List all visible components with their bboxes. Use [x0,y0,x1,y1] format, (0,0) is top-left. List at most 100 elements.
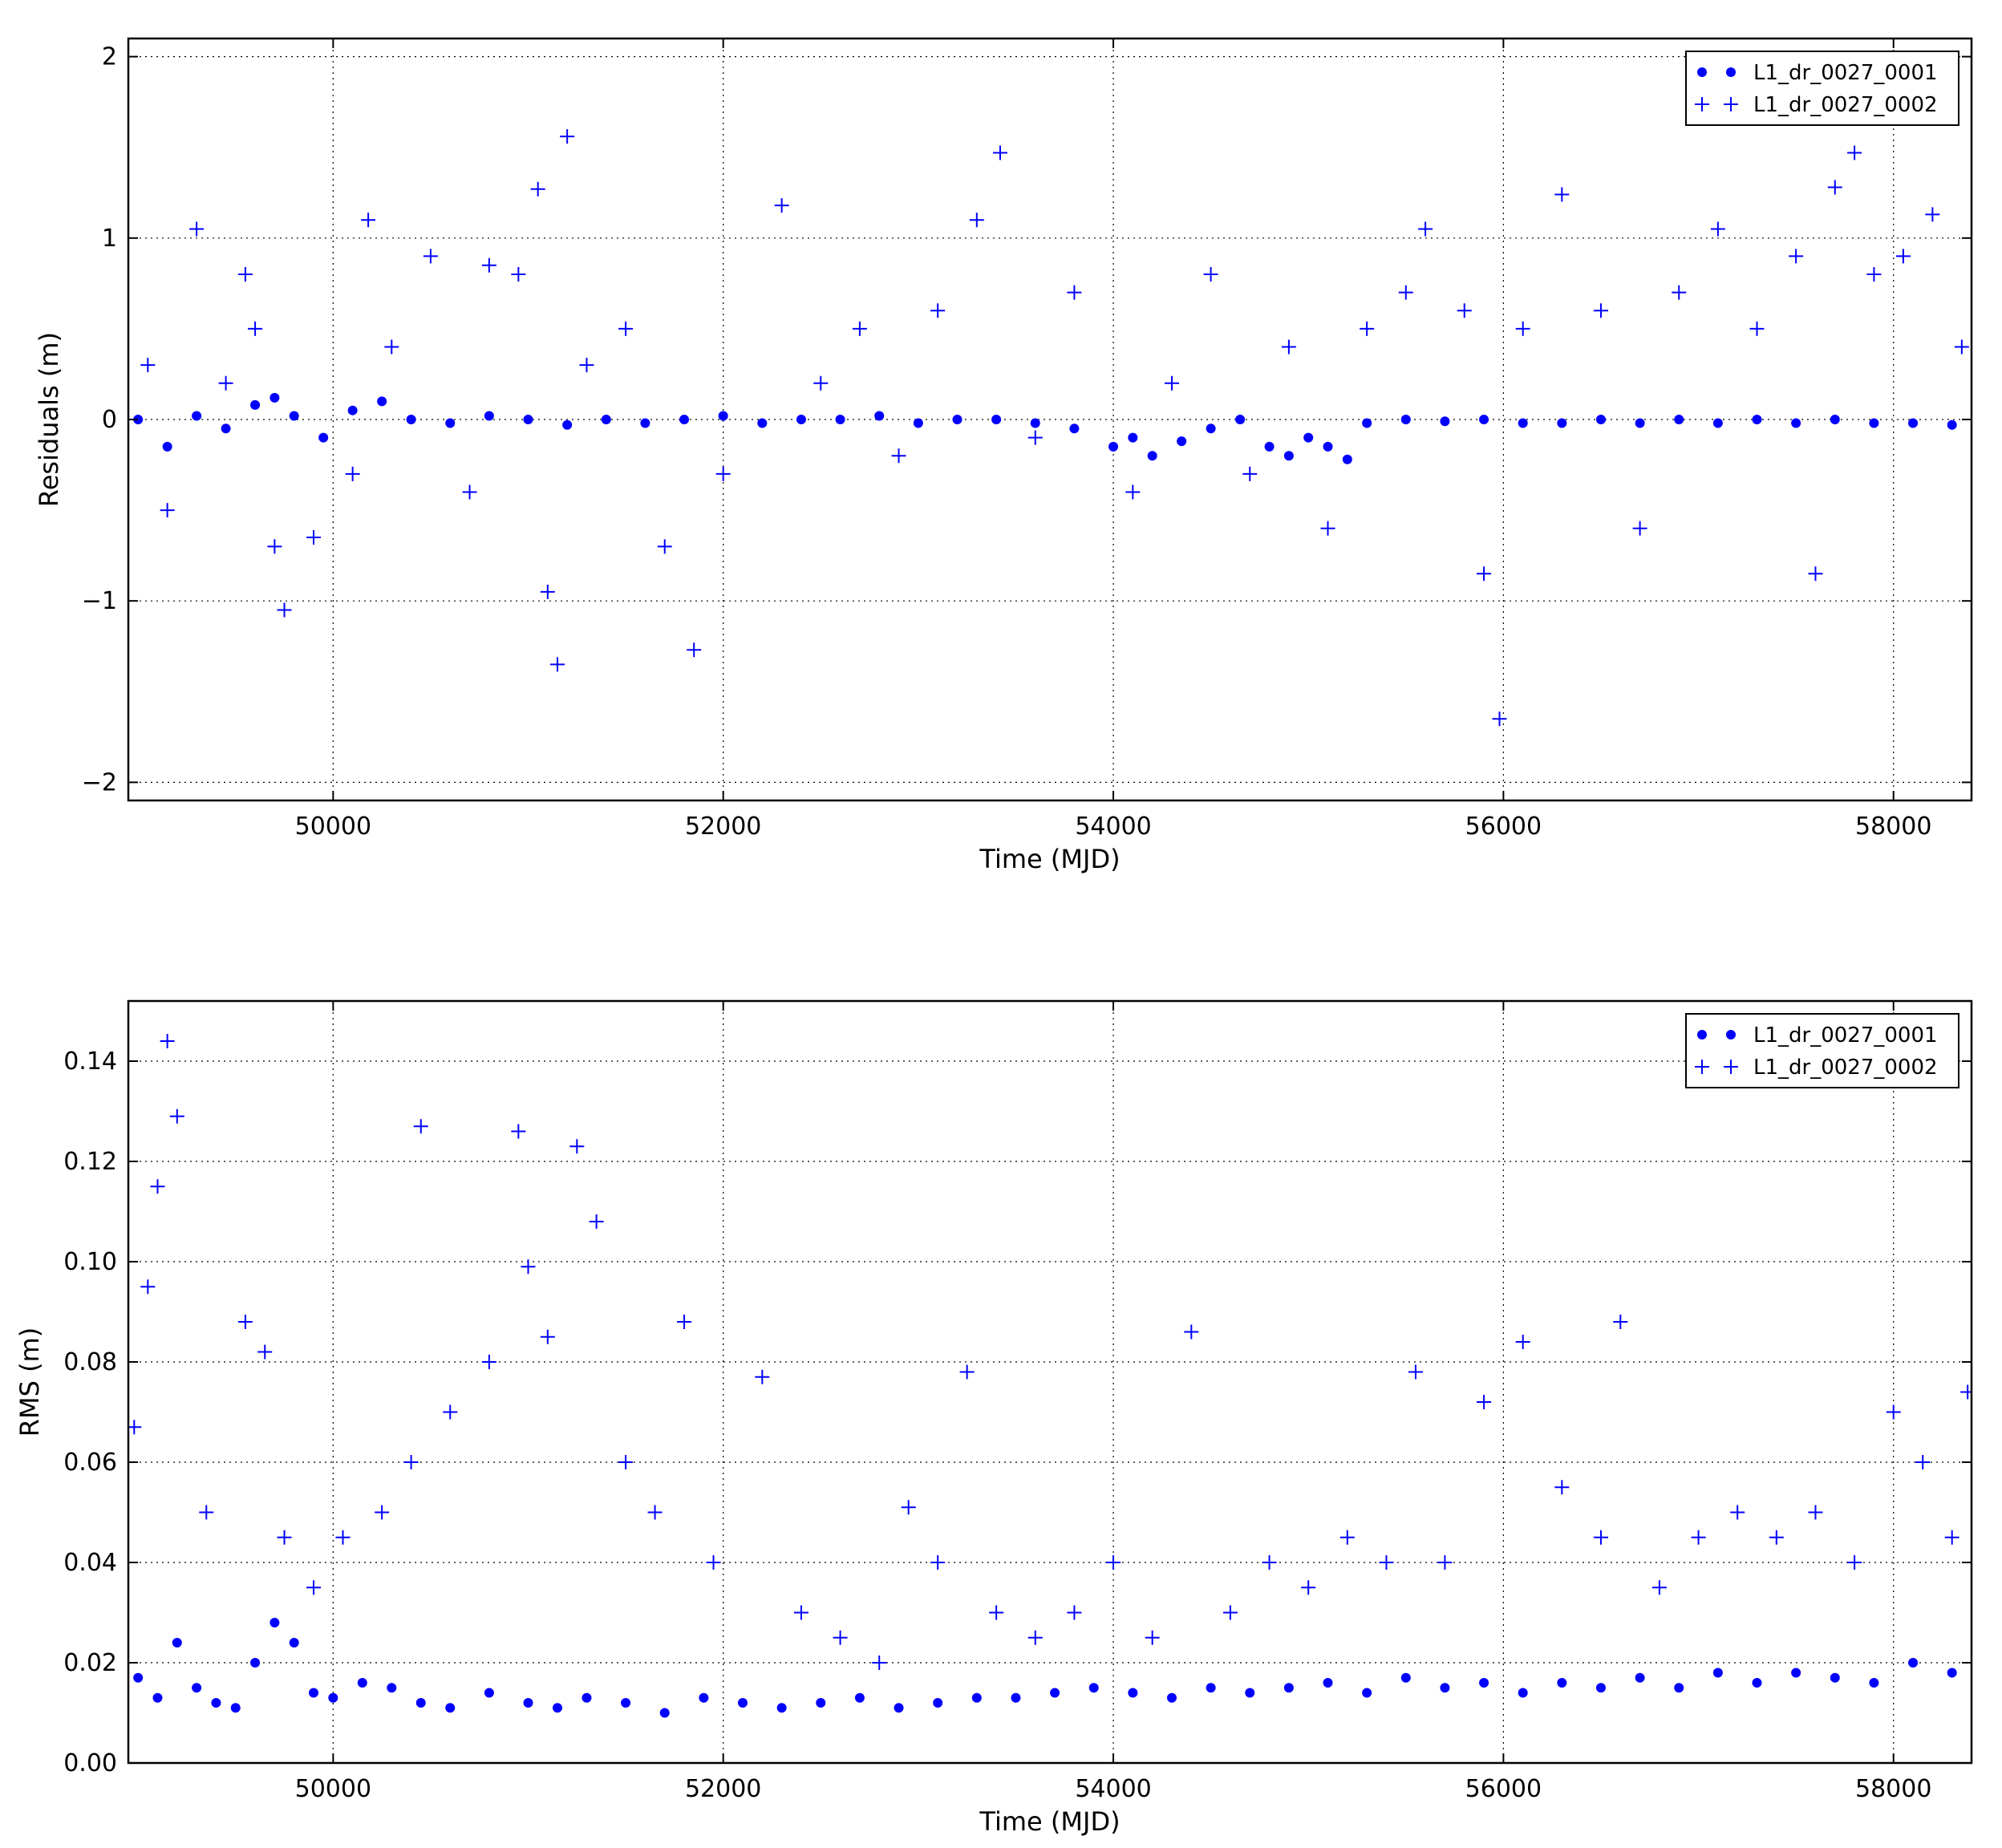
rms-points [128,1034,1972,1718]
residuals-point-series-2 [1672,285,1687,300]
rms-legend-symbol [1697,1030,1707,1040]
rms-point-series-1 [1088,1683,1099,1693]
rms-point-series-1 [1479,1678,1489,1688]
rms-point-series-2 [930,1555,946,1570]
residuals-legend-symbol [1724,97,1738,111]
rms-y-tick-label: 0.14 [63,1048,117,1076]
residuals-point-series-2 [715,466,731,481]
residuals-point-series-1 [679,415,690,424]
rms-point-series-2 [1593,1530,1608,1545]
residuals-point-series-1 [1323,441,1333,452]
rms-point-series-2 [1613,1315,1628,1329]
residuals-point-series-1 [523,415,533,424]
residuals-point-series-1 [1069,424,1080,434]
rms-point-series-2 [569,1139,585,1154]
residuals-point-series-2 [813,375,829,391]
rms-x-tick-label: 52000 [685,1775,761,1803]
residuals-point-series-1 [601,415,611,424]
residuals-point-series-1 [1177,436,1187,447]
residuals-y-tick-label: 1 [102,225,117,253]
rms-panel: 50000 52000 54000 56000 58000 0.000.020.040.… [14,999,1973,1837]
residuals-point-series-2 [891,448,906,464]
residuals-point-series-1 [221,424,231,434]
residuals-point-series-1 [377,396,387,407]
rms-point-series-2 [1408,1364,1423,1380]
residuals-point-series-1 [250,399,261,410]
rms-legend-marker-plus [1695,1060,1738,1074]
residuals-x-tick-label: 54000 [1075,813,1151,841]
residuals-point-series-2 [248,321,263,336]
rms-point-series-1 [816,1698,826,1708]
rms-point-series-1 [1557,1678,1567,1688]
residuals-point-series-2 [511,267,526,282]
rms-point-series-1 [250,1658,261,1668]
rms-point-series-2 [1437,1555,1453,1570]
residuals-point-series-2 [189,221,205,237]
rms-point-series-1 [230,1703,241,1713]
rms-point-series-2 [237,1315,253,1329]
rms-point-series-2 [160,1034,175,1048]
rms-point-series-2 [540,1329,555,1344]
residuals-point-series-1 [1791,418,1801,428]
rms-point-series-1 [1400,1672,1411,1683]
rms-y-tick-label: 0.12 [63,1148,117,1176]
rms-point-series-1 [1128,1688,1138,1698]
residuals-point-series-2 [1457,303,1472,318]
residuals-point-series-2 [618,321,634,336]
rms-point-series-1 [1635,1672,1645,1683]
residuals-point-series-2 [462,484,477,500]
residuals-point-series-2 [969,213,984,228]
rms-x-tick-label: 54000 [1075,1775,1151,1803]
residuals-point-series-1 [757,418,768,428]
rms-point-series-2 [306,1580,322,1595]
rms-point-series-1 [152,1692,163,1703]
rms-y-axis-label: RMS (m) [14,1327,45,1437]
rms-point-series-2 [277,1530,292,1545]
rms-point-series-2 [755,1369,770,1384]
rms-point-series-2 [989,1605,1004,1620]
rms-point-series-1 [1440,1683,1450,1693]
rms-point-series-2 [1262,1555,1277,1570]
residuals-points [133,129,1969,727]
rms-point-series-1 [211,1698,221,1708]
residuals-point-series-2 [140,358,156,373]
residuals-point-series-1 [1147,451,1157,461]
rms-point-series-2 [1960,1384,1972,1400]
rms-point-series-1 [1752,1678,1762,1688]
residuals-point-series-2 [1492,711,1507,727]
rms-point-series-1 [445,1703,456,1713]
rms-point-series-2 [1651,1580,1667,1595]
residuals-point-series-1 [270,392,280,403]
rms-x-tick-label: 58000 [1855,1775,1931,1803]
residuals-point-series-2 [1515,321,1530,336]
rms-point-series-1 [1323,1678,1333,1688]
residuals-point-series-1 [347,405,358,415]
residuals-point-series-2 [1954,339,1969,355]
rms-point-series-1 [523,1698,533,1708]
residuals-point-series-2 [1398,285,1413,300]
rms-point-series-1 [1712,1668,1723,1678]
residuals-y-tick-label: 0 [102,406,117,434]
residuals-point-series-1 [133,415,144,424]
rms-point-series-1 [1166,1692,1177,1703]
residuals-point-series-1 [1674,415,1684,424]
rms-point-series-1 [192,1683,202,1693]
residuals-point-series-2 [345,466,360,481]
rms-point-series-2 [1477,1395,1492,1409]
residuals-point-series-1 [1557,418,1567,428]
residuals-point-series-1 [1635,418,1645,428]
rms-point-series-2 [128,1420,142,1435]
rms-point-series-1 [172,1638,182,1647]
residuals-point-series-2 [1925,207,1940,222]
rms-y-tick-label: 0.08 [63,1348,117,1376]
rms-point-series-2 [706,1555,721,1570]
residuals-point-series-1 [445,418,456,428]
rms-point-series-2 [872,1656,887,1670]
rms-point-series-1 [699,1692,709,1703]
rms-y-tick-label: 0.04 [63,1549,117,1577]
residuals-point-series-1 [1283,451,1294,461]
rms-point-series-2 [1027,1630,1043,1645]
residuals-legend-label-2: L1_dr_0027_0002 [1753,93,1938,117]
residuals-point-series-2 [361,213,376,228]
